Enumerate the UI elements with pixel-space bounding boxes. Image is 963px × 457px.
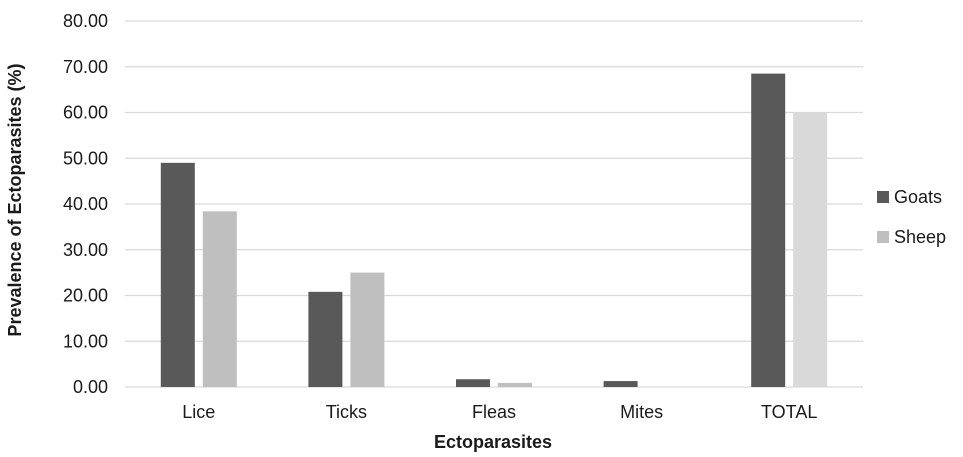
y-tick-label: 30.00 [63, 240, 108, 260]
gridlines [125, 20, 863, 388]
y-axis-ticks: 0.00 10.00 20.00 30.00 40.00 50.00 60.00 70.00 8… [63, 11, 108, 397]
x-axis-title: Ectoparasites [434, 432, 552, 452]
legend-label-sheep: Sheep [894, 227, 946, 247]
x-tick-label: TOTAL [761, 402, 817, 422]
y-tick-label: 70.00 [63, 57, 108, 77]
bar-goats-mites [603, 381, 638, 387]
legend-swatch-sheep [877, 231, 889, 243]
x-tick-label: Lice [182, 402, 215, 422]
y-tick-label: 0.00 [73, 377, 108, 397]
bar-sheep-fleas [498, 382, 532, 387]
y-axis-title: Prevalence of Ectoparasites (%) [5, 63, 25, 336]
y-tick-label: 50.00 [63, 148, 108, 168]
bar-sheep-ticks [350, 272, 385, 387]
bars [160, 73, 828, 388]
y-tick-label: 60.00 [63, 103, 108, 123]
y-tick-label: 10.00 [63, 331, 108, 351]
bar-goats-ticks [308, 291, 343, 387]
x-tick-label: Ticks [326, 402, 367, 422]
x-tick-label: Mites [620, 402, 663, 422]
y-tick-label: 20.00 [63, 286, 108, 306]
bar-sheep-total [793, 112, 828, 387]
y-tick-label: 40.00 [63, 194, 108, 214]
legend-swatch-goats [877, 191, 889, 203]
bar-goats-fleas [456, 379, 490, 387]
x-tick-label: Fleas [472, 402, 516, 422]
bar-goats-lice [160, 162, 195, 387]
y-tick-label: 80.00 [63, 11, 108, 31]
bar-goats-total [751, 73, 786, 388]
legend-label-goats: Goats [894, 187, 942, 207]
legend: Goats Sheep [877, 187, 946, 247]
x-axis-ticks: Lice Ticks Fleas Mites TOTAL [182, 402, 817, 422]
bar-sheep-lice [202, 211, 237, 387]
